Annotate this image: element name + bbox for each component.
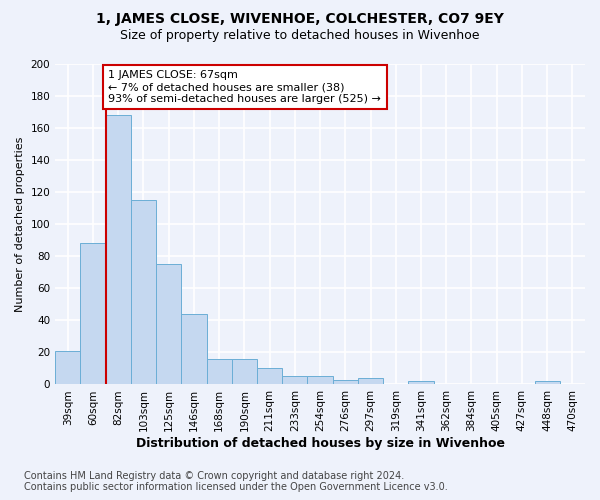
Bar [80, 244, 106, 384]
Bar [156, 264, 181, 384]
Text: 1 JAMES CLOSE: 67sqm
← 7% of detached houses are smaller (38)
93% of semi-detach: 1 JAMES CLOSE: 67sqm ← 7% of detached ho… [108, 70, 381, 104]
Bar [535, 382, 560, 384]
Bar [307, 376, 332, 384]
Bar [232, 359, 257, 384]
Bar [206, 359, 232, 384]
Bar [181, 314, 206, 384]
Y-axis label: Number of detached properties: Number of detached properties [15, 136, 25, 312]
Bar [55, 351, 80, 384]
Text: Contains HM Land Registry data © Crown copyright and database right 2024.
Contai: Contains HM Land Registry data © Crown c… [24, 471, 448, 492]
Text: Size of property relative to detached houses in Wivenhoe: Size of property relative to detached ho… [120, 29, 480, 42]
Bar [332, 380, 358, 384]
Bar [106, 116, 131, 384]
Bar [257, 368, 282, 384]
X-axis label: Distribution of detached houses by size in Wivenhoe: Distribution of detached houses by size … [136, 437, 505, 450]
Bar [282, 376, 307, 384]
Bar [409, 382, 434, 384]
Text: 1, JAMES CLOSE, WIVENHOE, COLCHESTER, CO7 9EY: 1, JAMES CLOSE, WIVENHOE, COLCHESTER, CO… [96, 12, 504, 26]
Bar [358, 378, 383, 384]
Bar [131, 200, 156, 384]
